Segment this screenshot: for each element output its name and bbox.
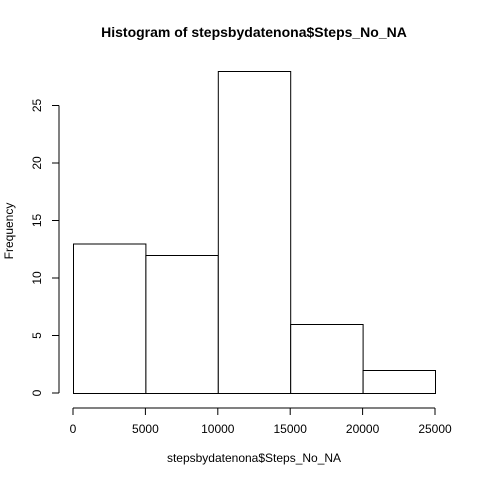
x-tick-label: 20000	[346, 422, 380, 436]
histogram-bar-1	[73, 243, 147, 394]
x-tick-label: 0	[70, 422, 77, 436]
bars-group	[73, 71, 437, 394]
y-tick-label: 0	[30, 389, 44, 396]
y-tick-label: 15	[30, 214, 44, 228]
y-axis: 0 5 10 15 20 25	[30, 99, 60, 396]
x-tick-label: 5000	[132, 422, 159, 436]
x-tick-label: 10000	[201, 422, 235, 436]
histogram-bar-5	[362, 370, 437, 394]
x-axis: 0 5000 10000 15000 20000 25000	[70, 407, 452, 436]
y-tick-label: 25	[30, 99, 44, 113]
histogram-bar-4	[290, 324, 364, 394]
x-tick-label: 25000	[418, 422, 452, 436]
y-tick-label: 10	[30, 271, 44, 285]
y-tick-label: 20	[30, 156, 44, 170]
x-axis-label: stepsbydatenona$Steps_No_NA	[167, 451, 341, 465]
x-tick-label: 15000	[274, 422, 308, 436]
chart-title: Histogram of stepsbydatenona$Steps_No_NA	[101, 24, 407, 40]
histogram-bar-3	[217, 71, 292, 394]
y-axis-label: Frequency	[2, 203, 16, 260]
y-tick-label: 5	[30, 332, 44, 339]
histogram-bar-2	[145, 255, 219, 394]
